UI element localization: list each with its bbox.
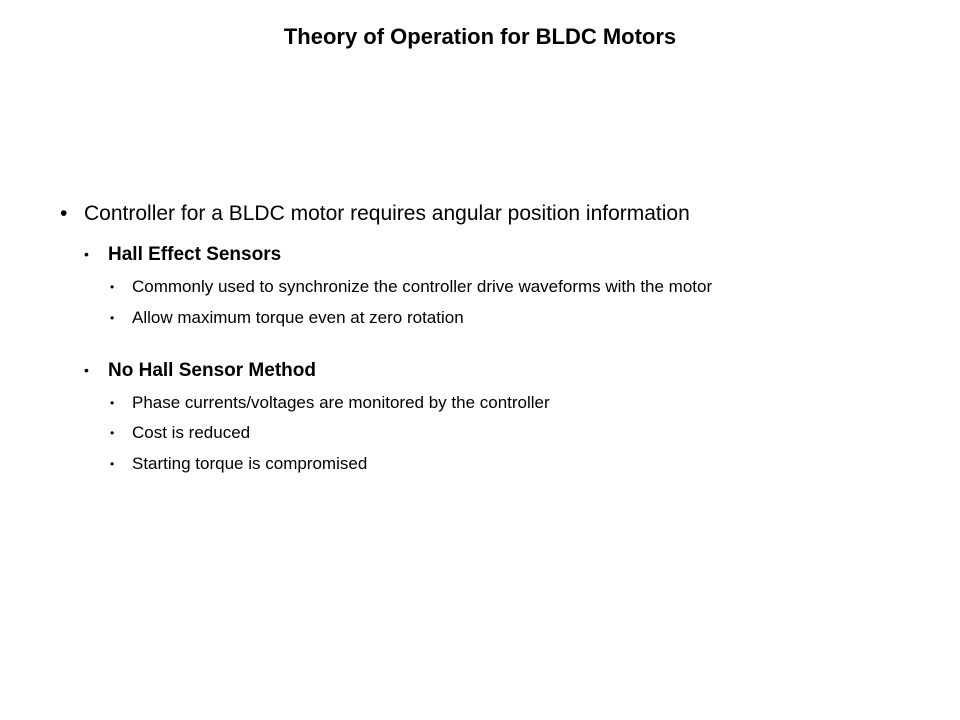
bullet-level2-heading: No Hall Sensor Method xyxy=(82,358,910,384)
bullet-level3: Allow maximum torque even at zero rotati… xyxy=(108,307,910,330)
bullet-level3: Commonly used to synchronize the control… xyxy=(108,276,910,299)
bullet-level2-heading: Hall Effect Sensors xyxy=(82,242,910,268)
bullet-level3: Starting torque is compromised xyxy=(108,453,910,476)
bullet-level3: Phase currents/voltages are monitored by… xyxy=(108,392,910,415)
slide-title: Theory of Operation for BLDC Motors xyxy=(0,0,960,60)
bullet-level3: Cost is reduced xyxy=(108,422,910,445)
bullet-level1: Controller for a BLDC motor requires ang… xyxy=(60,200,910,228)
slide-content: Controller for a BLDC motor requires ang… xyxy=(0,60,960,476)
